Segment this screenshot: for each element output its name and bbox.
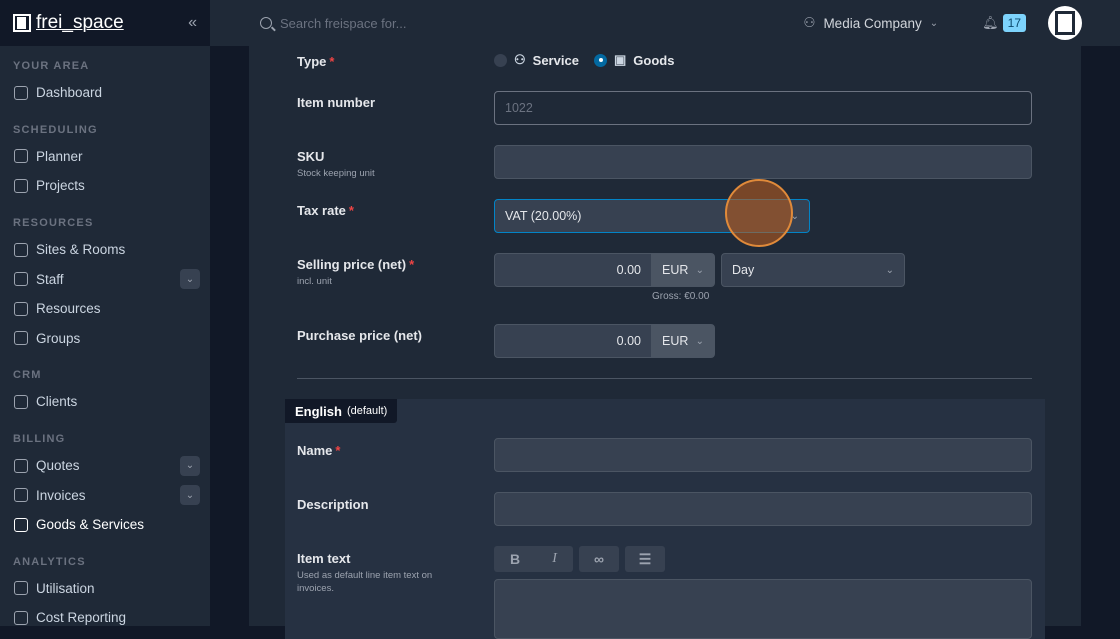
document-icon [14,488,28,503]
list-icon: ☰ [638,550,652,567]
sidebar-item-projects[interactable]: Projects [0,171,210,201]
click-indicator [725,179,793,247]
sidebar: frei_space « YOUR AREA Dashboard SCHEDULIN… [0,0,210,626]
sidebar-item-staff[interactable]: Staff ⌄ [0,264,210,294]
sidebar-item-sites-rooms[interactable]: Sites & Rooms [0,235,210,265]
users-icon [14,272,28,287]
sidebar-item-goods-services[interactable]: Goods & Services [0,510,210,540]
bold-button[interactable]: B [510,551,521,567]
type-label: Type * [297,54,335,69]
bell-icon[interactable]: 🔔︎ [982,15,999,30]
search-input[interactable]: Search freispace for... [260,16,803,31]
users-icon: ⚇ [803,15,816,30]
link-icon: ∞ [594,551,604,567]
purchase-currency-select[interactable]: EUR ⌄ [651,324,715,358]
shopping-bag-icon [14,517,28,532]
box-icon: ▣ [614,52,627,67]
selling-price-input[interactable]: 0.00 [494,253,652,287]
sku-label: SKU Stock keeping unit [297,149,375,179]
calendar-icon [14,149,28,164]
notification-badge[interactable]: 17 [1002,14,1026,32]
folder-icon [14,331,28,346]
bar-chart-icon [14,581,28,596]
sparkles-icon [14,301,28,316]
name-input[interactable] [494,438,1032,472]
document-check-icon [14,458,28,473]
item-form: Type * ⚇ Service ▣ Goods Item number 1022 S… [249,46,1081,639]
item-number-label: Item number [297,95,376,110]
purchase-price-input[interactable]: 0.00 [494,324,652,358]
list-button[interactable]: ☰ [625,546,665,572]
sidebar-item-cost-reporting[interactable]: Cost Reporting [0,603,210,633]
avatar[interactable] [1048,6,1082,40]
sidebar-section-title: RESOURCES [13,216,94,229]
chevron-down-icon: ⌄ [790,210,799,222]
name-label: Name * [297,443,341,458]
chevron-down-icon: ⌄ [929,17,939,29]
sidebar-item-utilisation[interactable]: Utilisation [0,574,210,604]
item-number-input[interactable]: 1022 [494,91,1032,125]
sidebar-item-quotes[interactable]: Quotes ⌄ [0,451,210,481]
language-tab-english[interactable]: English (default) [285,399,398,423]
sidebar-section-title: ANALYTICS [13,555,86,568]
sidebar-section-title: YOUR AREA [13,60,90,72]
sidebar-item-groups[interactable]: Groups [0,324,210,354]
sidebar-item-clients[interactable]: Clients [0,387,210,417]
expand-chevron-icon[interactable]: ⌄ [180,455,200,476]
sidebar-item-resources[interactable]: Resources [0,294,210,324]
selling-currency-select[interactable]: EUR ⌄ [651,253,715,287]
expand-chevron-icon[interactable]: ⌄ [180,269,200,290]
italic-button[interactable]: I [552,551,557,566]
home-icon [14,85,28,100]
selling-price-label: Selling price (net) * incl. unit [297,257,415,287]
sku-input[interactable] [494,145,1032,179]
service-icon: ⚇ [514,52,526,67]
sidebar-item-invoices[interactable]: Invoices ⌄ [0,480,210,510]
location-icon [14,242,28,257]
description-input[interactable] [494,492,1032,526]
clipboard-icon [14,178,28,193]
company-switcher[interactable]: ⚇ Media Company ⌄ [803,15,939,31]
top-bar: Search freispace for... ⚇ Media Company ⌄ … [210,0,1120,46]
item-text-label: Item text Used as default line item text … [297,551,433,594]
sidebar-item-dashboard[interactable]: Dashboard [0,78,210,108]
collapse-sidebar-icon[interactable]: « [188,14,197,31]
link-button[interactable]: ∞ [579,546,619,572]
expand-chevron-icon[interactable]: ⌄ [180,485,200,506]
tax-rate-label: Tax rate * [297,203,354,218]
type-service-radio[interactable]: ⚇ Service [494,52,579,68]
purchase-price-label: Purchase price (net) [297,328,422,343]
sidebar-section-title: SCHEDULING [13,123,98,136]
search-icon [260,17,272,29]
unit-select[interactable]: Day ⌄ [721,253,905,287]
item-text-editor[interactable] [494,579,1032,639]
format-toolbar: B I [494,546,573,572]
type-goods-radio[interactable]: ▣ Goods [594,52,674,68]
sidebar-item-planner[interactable]: Planner [0,142,210,172]
sidebar-nav: YOUR AREA Dashboard SCHEDULING Planner Proje… [0,58,210,633]
sidebar-section-title: BILLING [13,432,66,445]
logo-icon [13,14,31,32]
sidebar-section-title: CRM [13,369,42,382]
pie-chart-icon [14,610,28,625]
gross-price: Gross: €0.00 [652,291,710,302]
divider [297,378,1032,379]
briefcase-icon [14,394,28,409]
logo[interactable]: frei_space [13,12,124,34]
description-label: Description [297,497,369,512]
